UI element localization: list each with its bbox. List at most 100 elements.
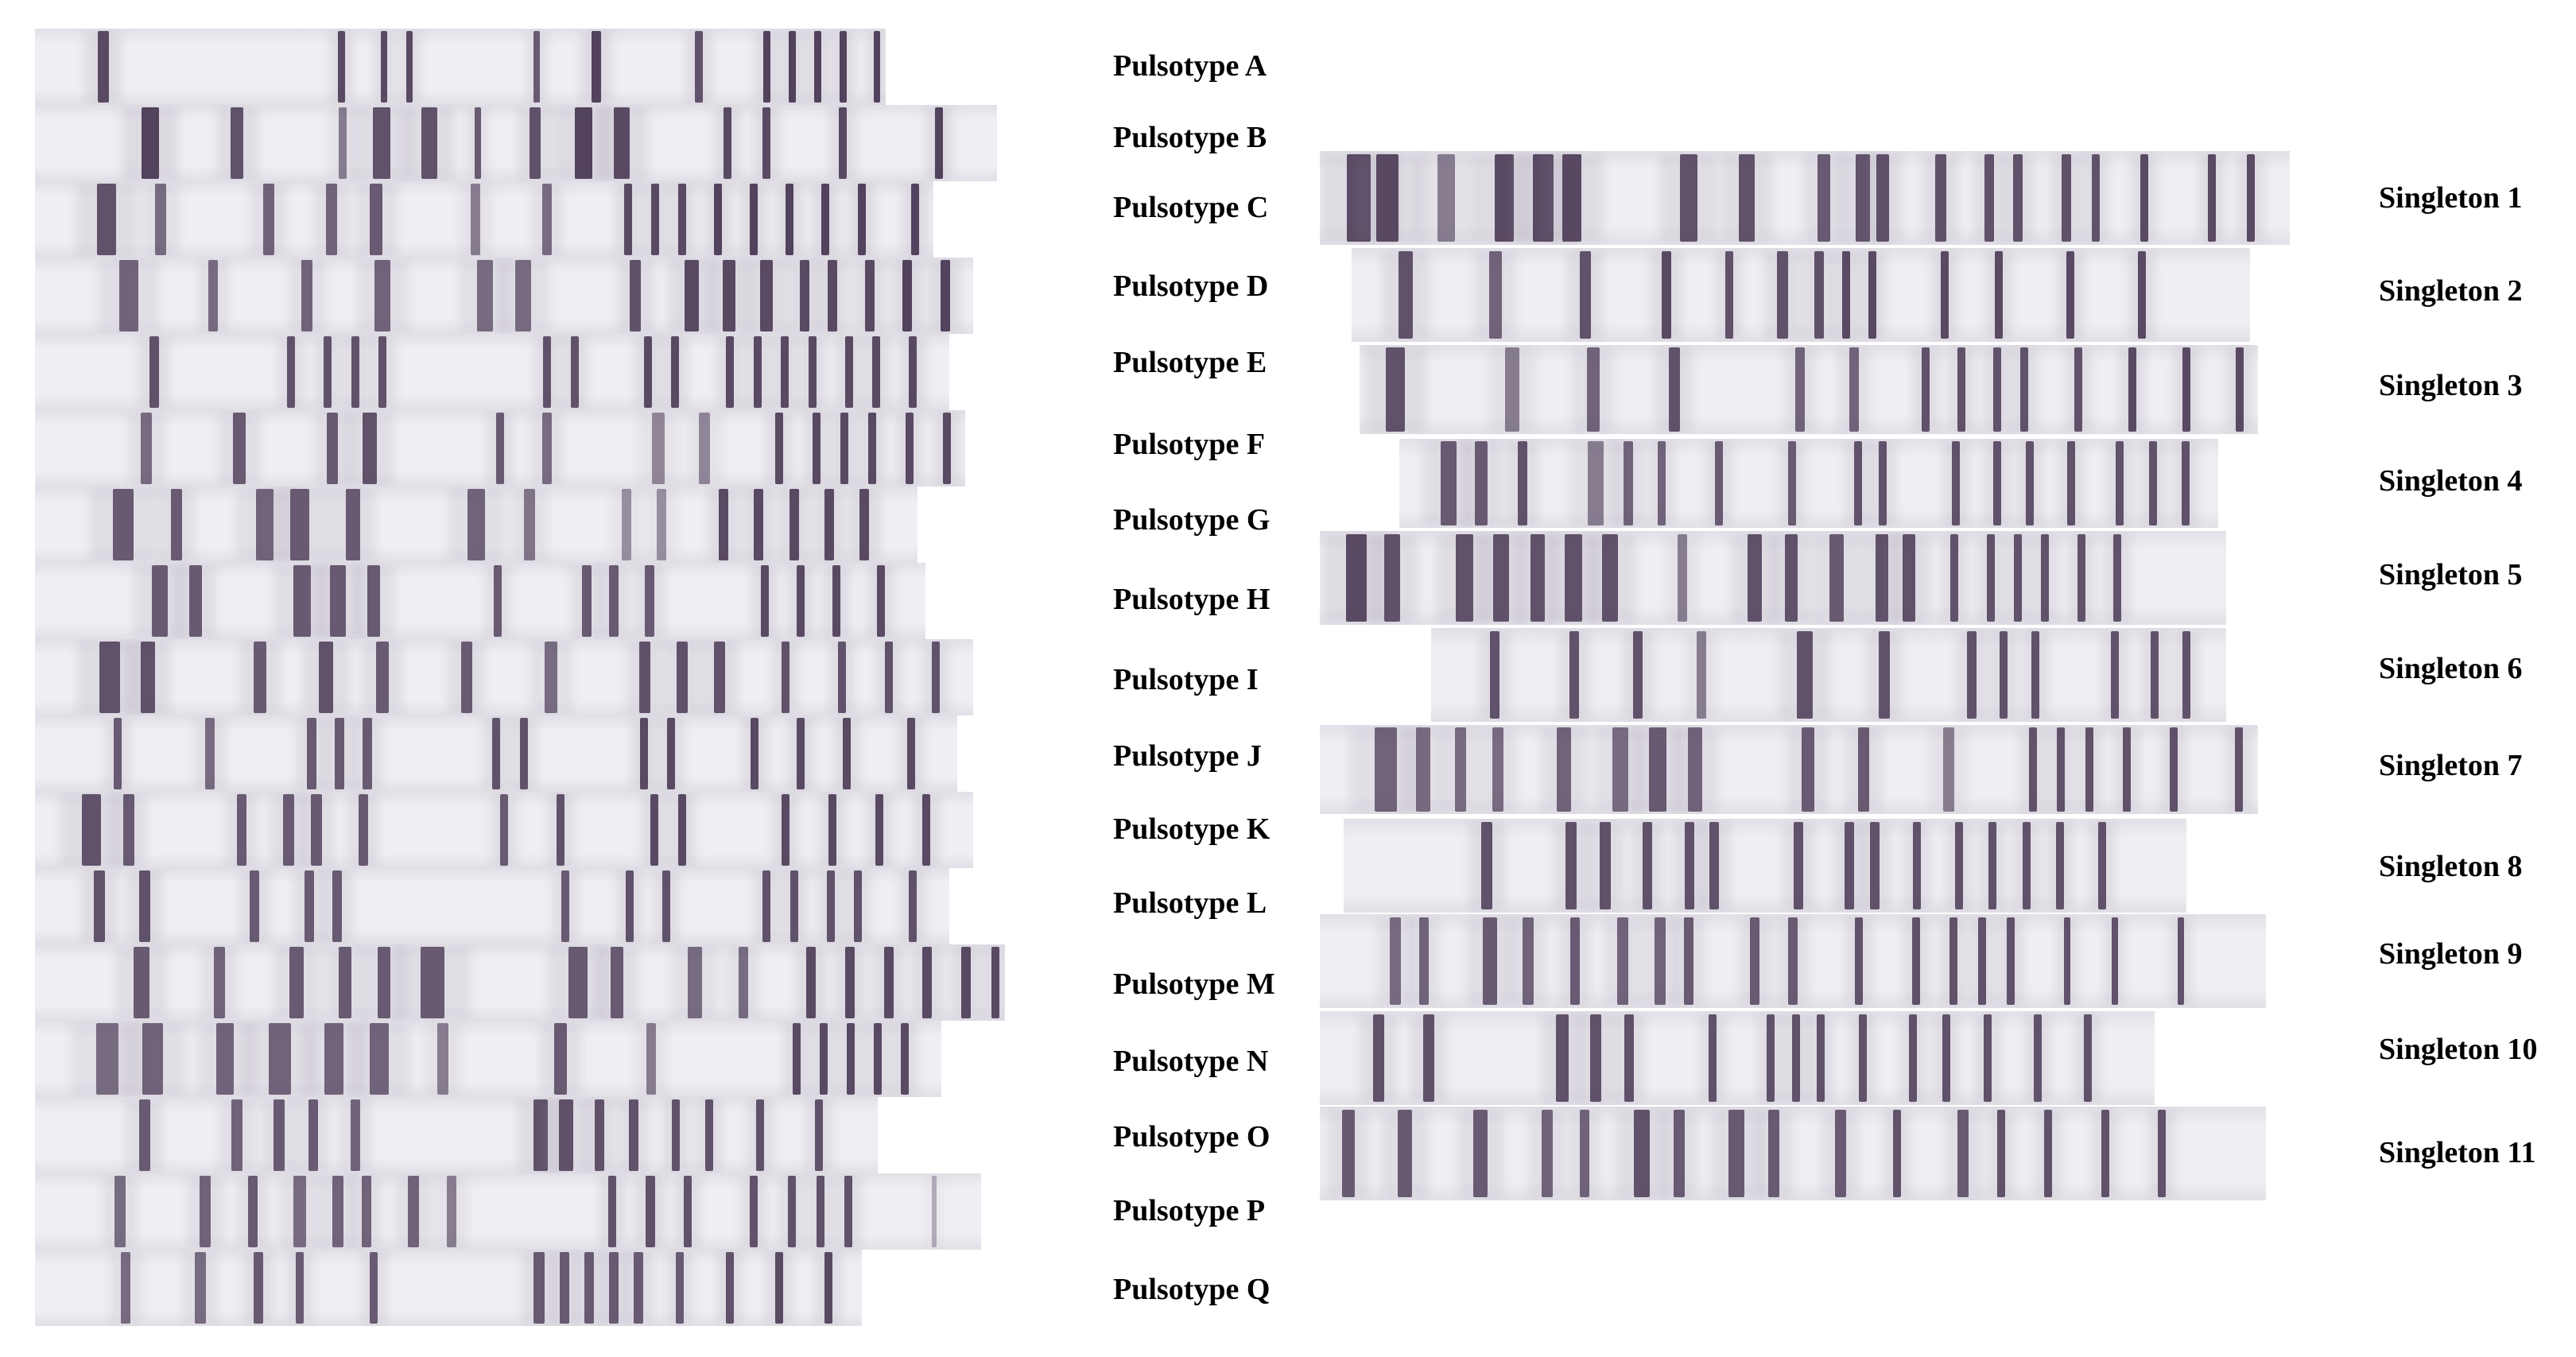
gel-band — [738, 946, 748, 1019]
gel-band — [1829, 533, 1844, 622]
gel-band — [374, 259, 390, 332]
gel-band — [1797, 630, 1813, 719]
gel-band — [1492, 727, 1504, 812]
gel-band — [142, 1022, 164, 1095]
gel-band — [753, 335, 762, 409]
gel-band — [561, 870, 569, 943]
gel-band — [2177, 917, 2184, 1006]
gel-band — [844, 335, 853, 409]
gel-band — [1841, 250, 1850, 339]
gel-band — [231, 107, 244, 180]
gel-band — [1908, 1014, 1917, 1103]
gel-band — [363, 412, 378, 485]
pulsotype-lane — [35, 639, 973, 715]
gel-band — [408, 1175, 419, 1248]
gel-band — [650, 793, 658, 867]
pulsotype-lane — [35, 1021, 941, 1097]
gel-band — [339, 107, 347, 180]
gel-band — [1633, 1109, 1650, 1198]
singleton-label: Singleton 6 — [2379, 652, 2523, 685]
gel-band — [1794, 821, 1804, 910]
gel-band — [568, 946, 588, 1019]
gel-band — [541, 412, 552, 485]
gel-band — [2092, 153, 2100, 242]
gel-band — [837, 641, 846, 714]
singleton-lane — [1431, 628, 2226, 722]
gel-band — [2066, 441, 2075, 525]
pulsotype-label: Pulsotype P — [1113, 1194, 1266, 1227]
band-smear — [925, 1175, 942, 1248]
gel-band — [775, 1251, 783, 1324]
gel-band — [274, 1099, 285, 1172]
gel-band — [1418, 917, 1429, 1006]
pulsotype-label: Pulsotype F — [1113, 428, 1266, 461]
gel-band — [872, 335, 880, 409]
gel-band — [351, 335, 359, 409]
gel-band — [623, 183, 632, 256]
gel-band — [1655, 917, 1666, 1006]
gel-band — [874, 30, 881, 103]
gel-band — [584, 1251, 594, 1324]
gel-band — [614, 107, 630, 180]
gel-band — [287, 335, 295, 409]
gel-band — [1738, 153, 1755, 242]
gel-band — [236, 793, 246, 867]
gel-band — [1555, 1014, 1569, 1103]
singleton-lane — [1352, 248, 2250, 342]
gel-band — [1612, 727, 1628, 812]
pulsotype-lane — [35, 105, 997, 181]
gel-band — [139, 870, 150, 943]
gel-band — [1688, 727, 1702, 812]
gel-band — [2101, 1109, 2109, 1198]
gel-band — [2057, 727, 2066, 812]
gel-band — [839, 107, 848, 180]
gel-band — [1390, 917, 1402, 1006]
gel-band — [607, 1175, 616, 1248]
gel-band — [1437, 153, 1455, 242]
pulsotype-lane — [35, 792, 973, 868]
gel-band — [1541, 1109, 1553, 1198]
gel-band — [329, 564, 346, 638]
gel-band — [1488, 250, 1502, 339]
gel-band — [205, 717, 215, 790]
gel-band — [1346, 153, 1371, 242]
gel-band — [93, 870, 105, 943]
gel-band — [1921, 347, 1930, 432]
gel-band — [195, 1251, 206, 1324]
gel-band — [1493, 533, 1509, 622]
gel-band — [255, 488, 274, 561]
pulsotype-lane — [35, 715, 957, 792]
gel-band — [911, 183, 920, 256]
singleton-label: Singleton 7 — [2379, 749, 2523, 782]
gel-band — [141, 412, 153, 485]
gel-band — [657, 488, 667, 561]
gel-band — [595, 1099, 605, 1172]
pulsotype-label: Pulsotype I — [1113, 663, 1259, 696]
gel-band — [1589, 1014, 1601, 1103]
gel-band — [1386, 347, 1406, 432]
gel-band — [1624, 1014, 1634, 1103]
gel-band — [250, 870, 259, 943]
gel-band — [1579, 250, 1591, 339]
pulsotype-lane — [35, 868, 949, 944]
gel-band — [1697, 630, 1706, 719]
gel-band — [421, 107, 438, 180]
gel-band — [1580, 1109, 1590, 1198]
gel-band — [761, 564, 770, 638]
gel-band — [645, 1175, 655, 1248]
gel-band — [113, 488, 134, 561]
singleton-lane — [1399, 439, 2218, 528]
gel-band — [81, 793, 101, 867]
gel-band — [699, 412, 711, 485]
gel-band — [931, 641, 940, 714]
gel-band — [788, 1175, 796, 1248]
singleton-lane — [1360, 345, 2258, 434]
gel-band — [543, 335, 551, 409]
gel-band — [1940, 250, 1949, 339]
gel-band — [667, 717, 676, 790]
gel-band — [857, 183, 866, 256]
singleton-label: Singleton 5 — [2379, 558, 2523, 591]
gel-band — [437, 1022, 448, 1095]
gel-band — [1494, 153, 1514, 242]
gel-band — [492, 717, 500, 790]
